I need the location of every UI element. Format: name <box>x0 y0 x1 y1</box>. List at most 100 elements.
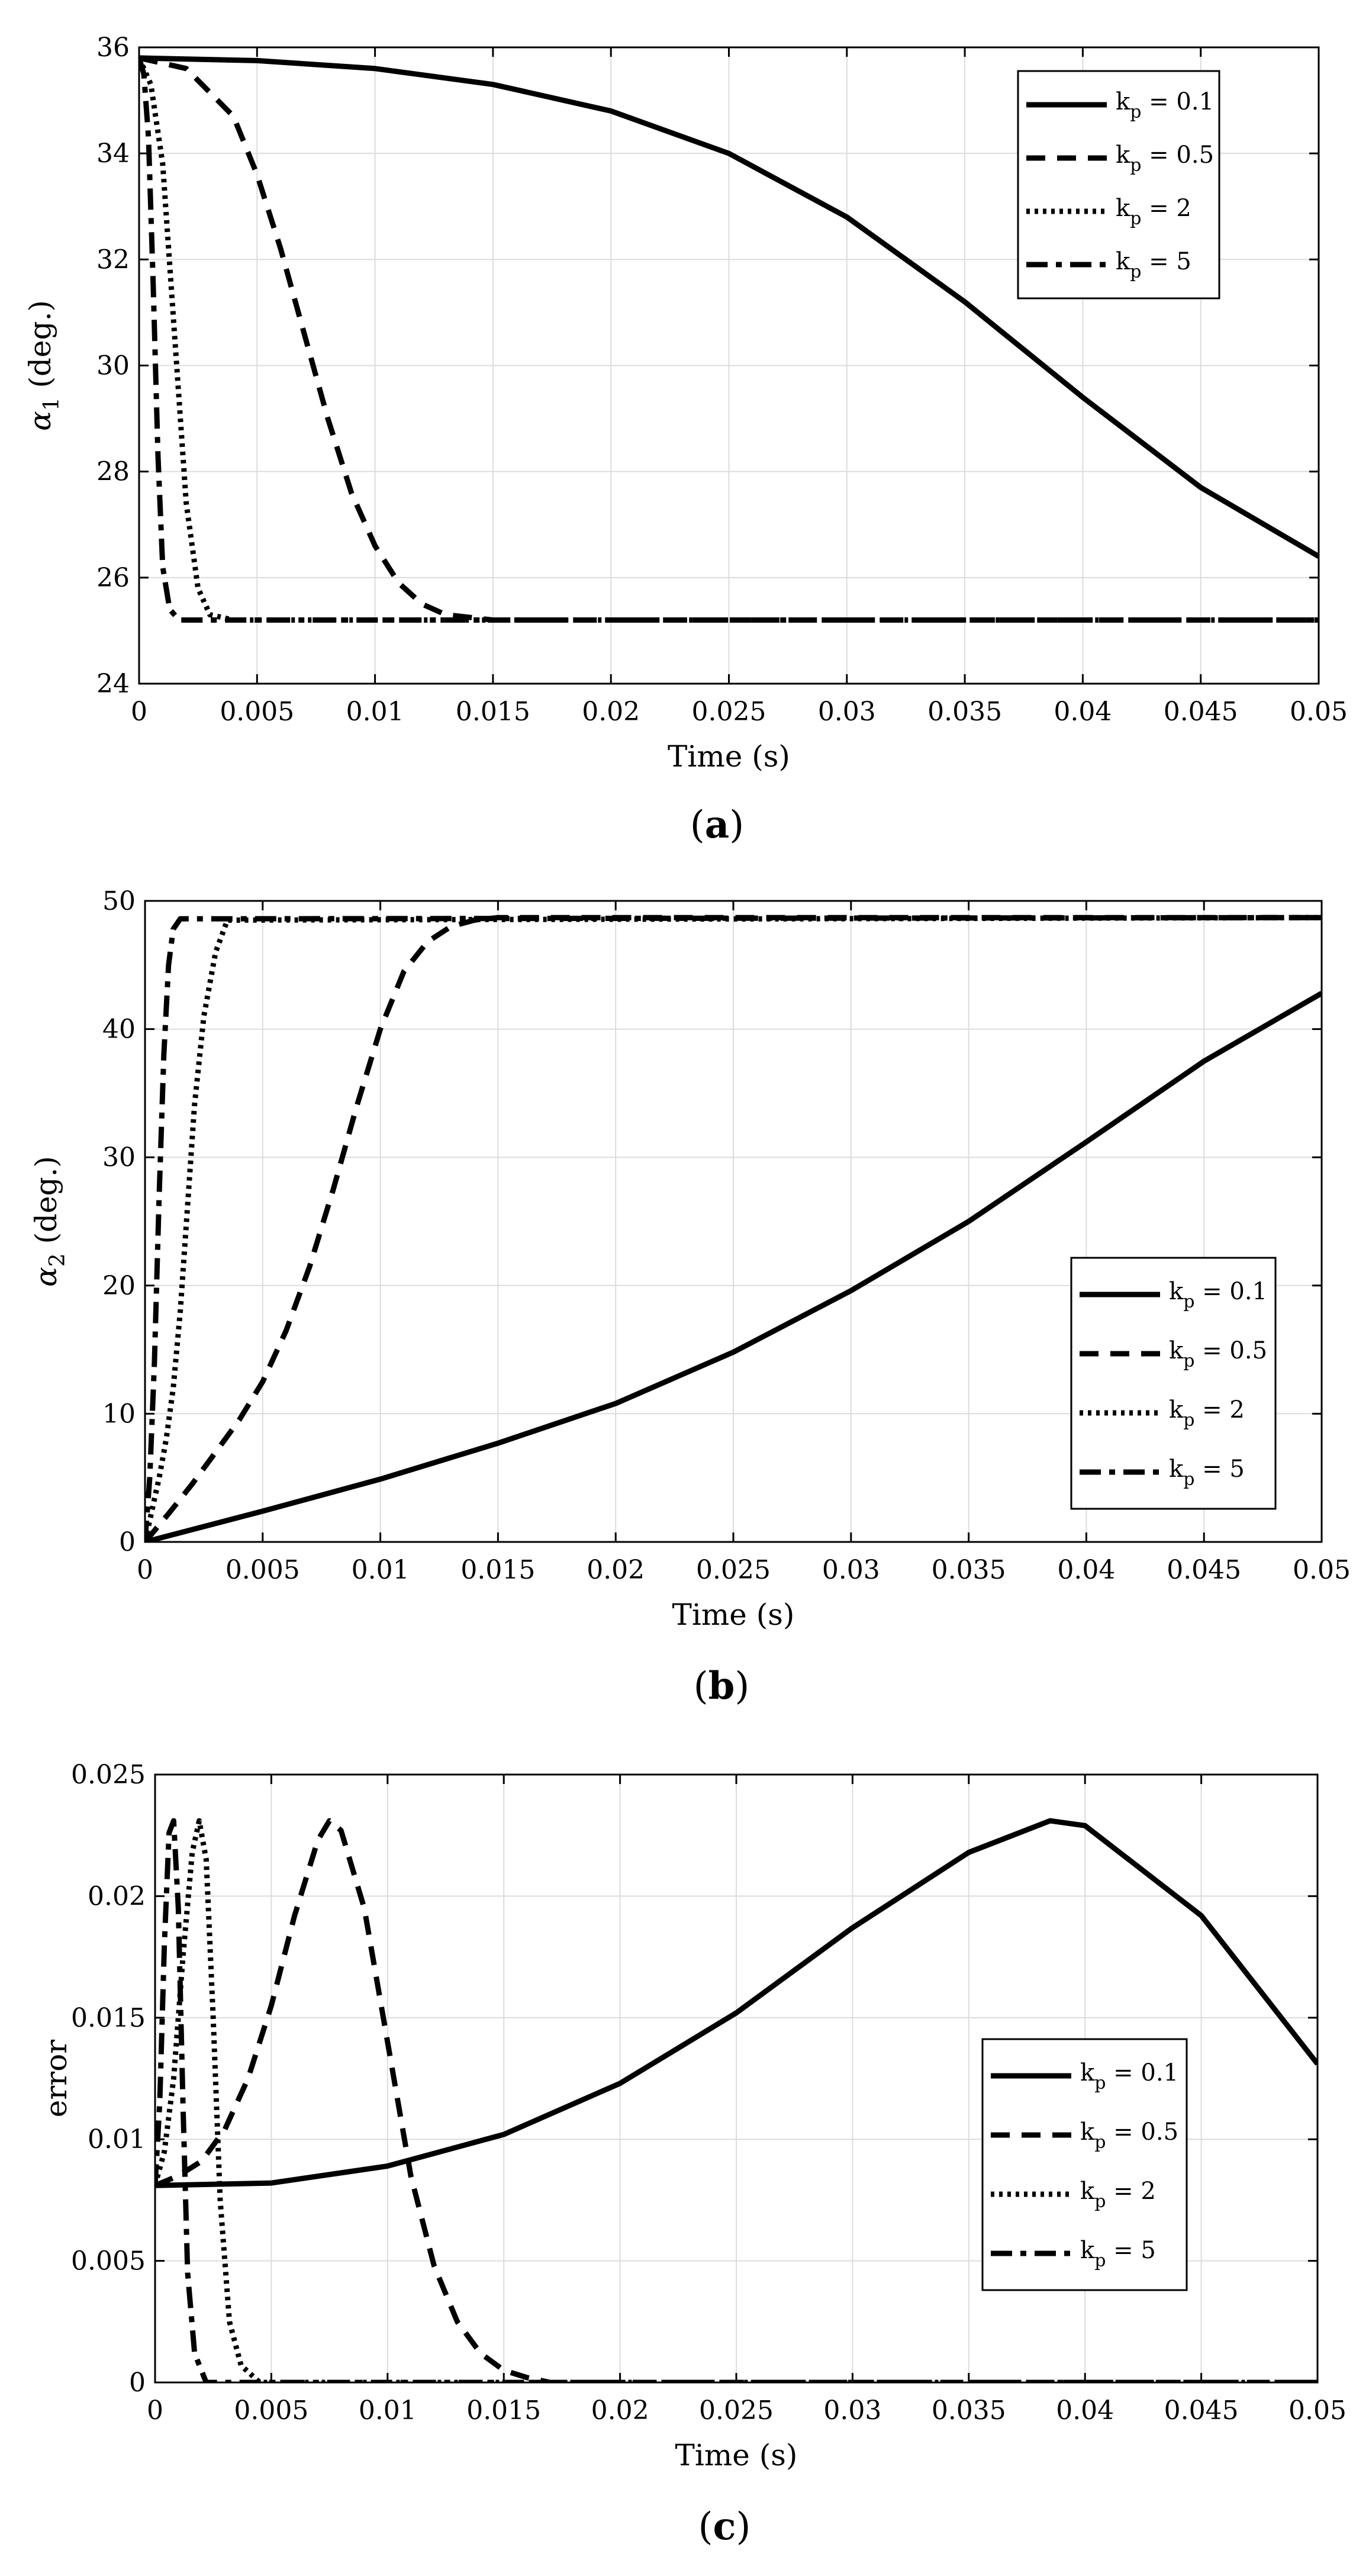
panel-caption-close: ) <box>729 803 744 847</box>
legend-box <box>981 2038 1188 2291</box>
x-tick-label: 0.035 <box>927 697 1002 727</box>
legend-label-value: = 0.1 <box>1106 2059 1178 2086</box>
x-tick-label: 0 <box>131 697 147 727</box>
x-tick-label: 0.02 <box>591 2395 649 2426</box>
x-tick-label: 0.005 <box>220 697 294 727</box>
legend-box <box>1017 70 1220 300</box>
x-tick-label: 0.025 <box>699 2395 774 2426</box>
legend-label-k: k <box>1169 1337 1184 1364</box>
panel-caption: (b) <box>694 1664 750 1708</box>
x-tick-label: 0.05 <box>1290 697 1348 727</box>
legend-label: kp = 0.5 <box>1080 2118 1178 2153</box>
legend-label-value: = 2 <box>1194 1396 1244 1424</box>
x-tick-label: 0.01 <box>346 697 404 727</box>
x-tick-label: 0 <box>137 1555 153 1585</box>
legend-label-sub: p <box>1183 1410 1194 1431</box>
legend-label-k: k <box>1169 1278 1184 1305</box>
y-tick-label: 0 <box>119 1527 136 1557</box>
y-axis-subscript: 1 <box>40 397 64 411</box>
x-tick-label: 0.035 <box>932 2395 1006 2426</box>
y-tick-label: 28 <box>96 457 130 487</box>
y-tick-label: 0.015 <box>71 2003 146 2033</box>
panel-caption-open: ( <box>694 1664 708 1708</box>
legend-label-value: = 0.5 <box>1141 141 1214 169</box>
legend-box <box>1070 1257 1277 1510</box>
legend-label-value: = 0.5 <box>1194 1337 1267 1364</box>
y-axis-label: error <box>39 2040 73 2117</box>
legend-label-sub: p <box>1130 208 1141 229</box>
y-axis-subscript: 2 <box>46 1253 70 1267</box>
legend-label-k: k <box>1080 2237 1095 2264</box>
x-tick-label: 0.015 <box>460 1555 535 1585</box>
y-tick-label: 0.02 <box>88 1881 146 1911</box>
x-tick-label: 0.05 <box>1289 2395 1347 2426</box>
panel-caption-close: ) <box>736 2505 750 2549</box>
x-tick-label: 0.015 <box>456 697 530 727</box>
legend-label-k: k <box>1116 88 1130 115</box>
legend-label: kp = 0.1 <box>1169 1278 1267 1312</box>
legend-label-k: k <box>1080 2059 1095 2086</box>
panel-caption: (a) <box>690 803 744 847</box>
legend-label-sub: p <box>1130 262 1141 282</box>
legend-label: kp = 2 <box>1116 195 1191 229</box>
x-tick-label: 0.005 <box>226 1555 300 1585</box>
y-axis-symbol: α <box>29 1267 63 1287</box>
y-tick-label: 40 <box>102 1015 136 1045</box>
legend-label-value: = 2 <box>1106 2178 1155 2205</box>
legend: kp = 0.1kp = 0.5kp = 2kp = 5 <box>1070 1257 1277 1510</box>
series-line-dashdot <box>155 1818 1318 2382</box>
y-axis-label: α2 (deg.) <box>29 1156 70 1287</box>
chart-panel-c: 0 0.005 0.01 0.015 0.02 0.025 0.03 0.035 0.04 0.0… <box>39 1760 1347 2549</box>
legend-label-sub: p <box>1094 2132 1106 2153</box>
series-line-dashdot <box>139 57 1319 623</box>
x-tick-label: 0.045 <box>1164 2395 1239 2426</box>
legend-label-sub: p <box>1094 2073 1106 2094</box>
panel-caption-letter: c <box>713 2504 736 2549</box>
y-axis-symbol: α <box>23 411 57 431</box>
legend-label-value: = 0.1 <box>1141 88 1214 115</box>
y-tick-label: 0.01 <box>88 2124 146 2155</box>
legend-label: kp = 5 <box>1169 1456 1245 1490</box>
x-tick-label: 0.01 <box>359 2395 417 2426</box>
legend-label-k: k <box>1116 195 1130 222</box>
series-line-dotted <box>155 1818 1318 2382</box>
panel-caption-close: ) <box>735 1664 749 1708</box>
legend-label: kp = 0.1 <box>1080 2059 1178 2094</box>
legend-label-k: k <box>1116 141 1130 169</box>
y-tick-label: 30 <box>102 1142 136 1173</box>
legend-label-sub: p <box>1183 1469 1194 1490</box>
legend: kp = 0.1kp = 0.5kp = 2kp = 5 <box>1017 70 1220 300</box>
legend-label: kp = 5 <box>1080 2237 1156 2271</box>
legend-label-k: k <box>1080 2118 1095 2146</box>
y-tick-label: 30 <box>96 351 130 381</box>
y-tick-label: 36 <box>96 33 130 63</box>
series-line-solid <box>139 55 1319 559</box>
x-tick-label: 0.045 <box>1167 1555 1241 1585</box>
x-tick-label: 0.05 <box>1293 1555 1351 1585</box>
legend-label-sub: p <box>1130 155 1141 176</box>
y-tick-label: 26 <box>96 563 130 593</box>
x-tick-label: 0.015 <box>466 2395 541 2426</box>
x-tick-label: 0.005 <box>234 2395 308 2426</box>
legend-label: kp = 2 <box>1080 2178 1156 2212</box>
legend-label-k: k <box>1116 248 1130 275</box>
series-line-dotted <box>145 915 1322 1542</box>
chart-panel-a: 0 0.005 0.01 0.015 0.02 0.025 0.03 0.035 0.04 0.0… <box>23 33 1348 847</box>
y-axis-unit: error <box>39 2040 73 2117</box>
y-tick-label: 0.025 <box>71 1760 146 1790</box>
y-tick-label: 50 <box>102 886 136 916</box>
legend-label: kp = 0.5 <box>1169 1337 1267 1371</box>
y-tick-label: 10 <box>102 1399 136 1429</box>
y-tick-label: 0 <box>129 2368 146 2398</box>
x-tick-label: 0.03 <box>823 2395 881 2426</box>
x-tick-label: 0.03 <box>822 1555 880 1585</box>
x-tick-label: 0.04 <box>1054 697 1112 727</box>
y-tick-label: 24 <box>96 669 130 699</box>
legend-label-k: k <box>1169 1456 1184 1483</box>
legend-label-value: = 5 <box>1106 2237 1155 2264</box>
series-line-dashed <box>145 915 1322 1542</box>
legend-label-sub: p <box>1183 1292 1194 1312</box>
x-axis-label: Time (s) <box>668 739 790 774</box>
panel-caption-open: ( <box>698 2505 713 2549</box>
